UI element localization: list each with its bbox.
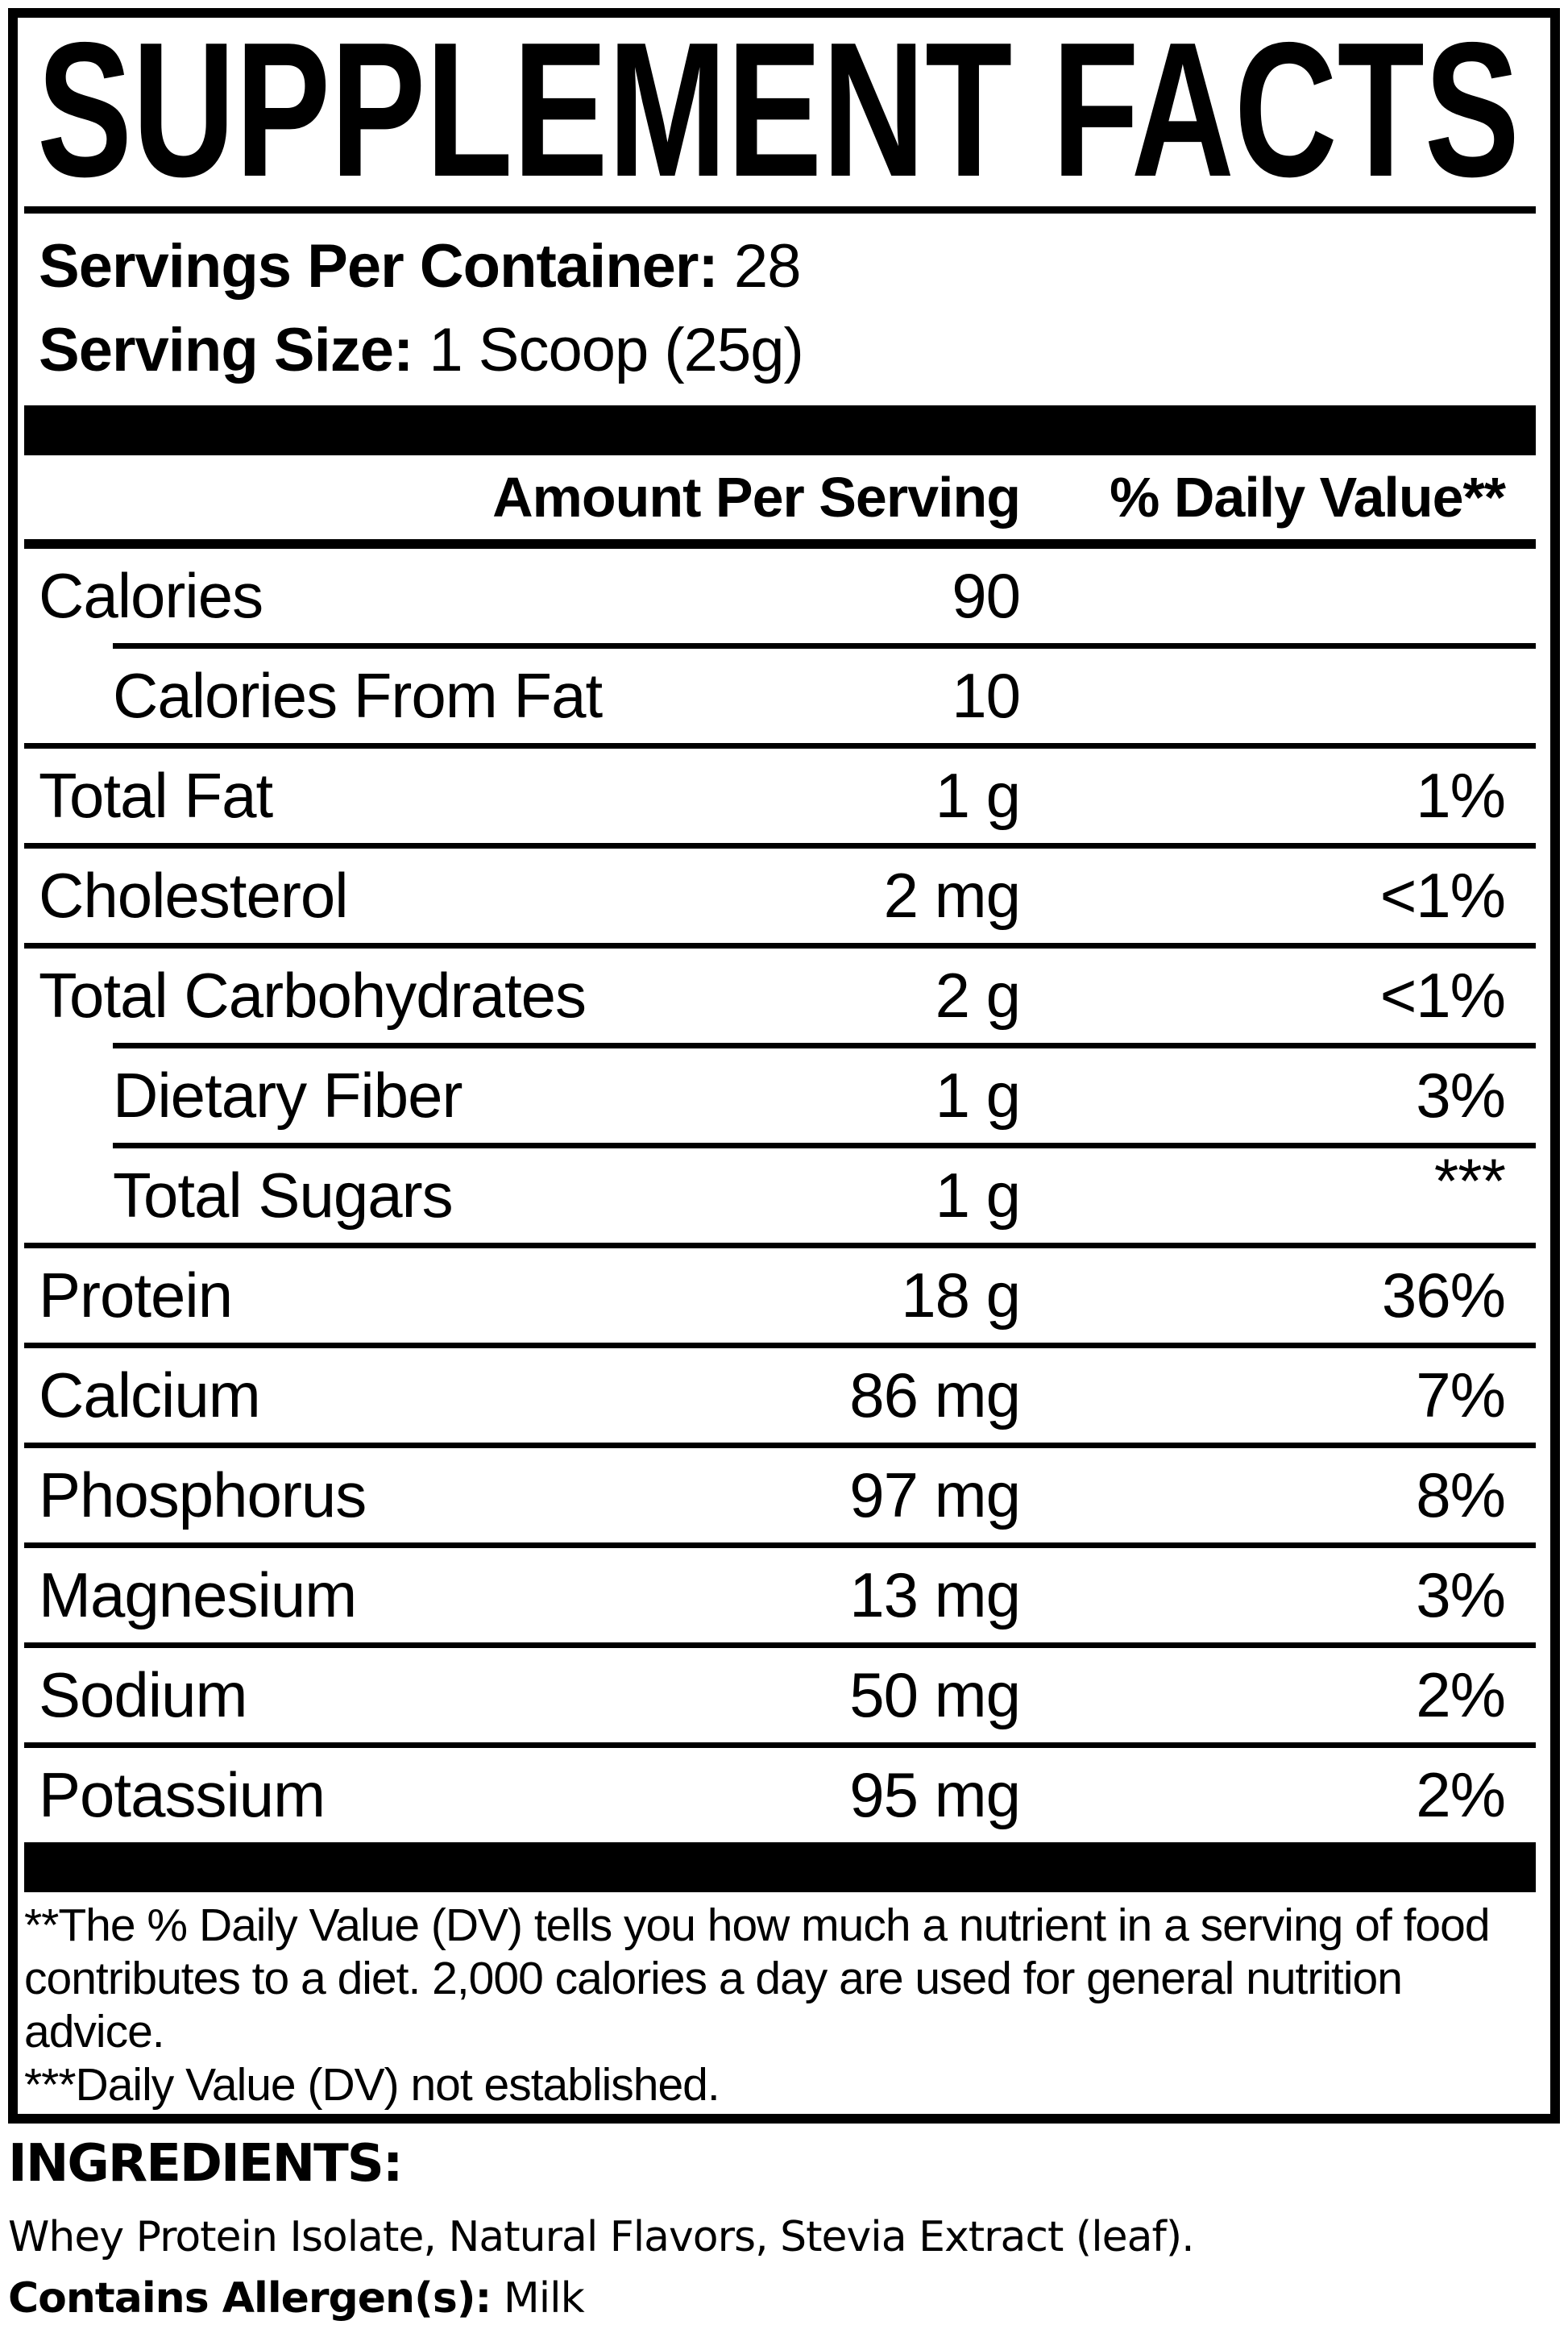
ingredients-section: INGREDIENTS: Whey Protein Isolate, Natur… — [8, 2136, 1523, 2323]
footnotes: **The % Daily Value (DV) tells you how m… — [18, 1892, 1550, 2111]
servings-value: 28 — [717, 232, 802, 301]
table-row-protein: Protein 18 g 36% — [24, 1248, 1536, 1343]
nutrient-dv: 2% — [1416, 1759, 1506, 1830]
nutrient-dv: 8% — [1416, 1459, 1506, 1530]
page-title: SUPPLEMENT FACTS — [37, 35, 1520, 190]
ingredients-list: Whey Protein Isolate, Natural Flavors, S… — [8, 2213, 1195, 2261]
row-divider — [24, 1343, 1536, 1348]
table-row-cholesterol: Cholesterol 2 mg <1% — [24, 849, 1536, 943]
table-row-phosphorus: Phosphorus 97 mg 8% — [24, 1448, 1536, 1542]
nutrient-name: Total Sugars — [113, 1160, 454, 1231]
servings-label: Servings Per Container: — [39, 232, 719, 301]
title-divider — [24, 206, 1536, 214]
table-row-sodium: Sodium 50 mg 2% — [24, 1648, 1536, 1742]
row-divider — [24, 843, 1536, 849]
nutrient-dv: 1% — [1416, 760, 1506, 831]
nutrient-name: Calories From Fat — [113, 660, 603, 731]
nutrient-amount: 10 — [952, 660, 1021, 731]
nutrient-amount: 50 mg — [849, 1659, 1021, 1730]
nutrient-amount: 97 mg — [849, 1459, 1021, 1530]
nutrient-amount: 13 mg — [849, 1559, 1021, 1630]
nutrient-name: Sodium — [39, 1659, 247, 1730]
nutrient-name: Calories — [39, 560, 263, 631]
row-divider — [24, 1642, 1536, 1648]
nutrient-amount: 86 mg — [849, 1360, 1021, 1430]
nutrient-dv: <1% — [1379, 960, 1506, 1031]
row-divider — [113, 643, 1536, 649]
table-row-total-fat: Total Fat 1 g 1% — [24, 749, 1536, 843]
facts-panel: SUPPLEMENT FACTS Servings Per Container:… — [8, 3, 1560, 2124]
daily-value-footnote: **The % Daily Value (DV) tells you how m… — [24, 1899, 1491, 2057]
row-divider — [24, 1542, 1536, 1548]
amount-header: Amount Per Serving — [492, 466, 1021, 529]
serving-size-label: Serving Size: — [39, 316, 413, 384]
daily-value-header: % Daily Value** — [1110, 466, 1506, 529]
row-divider — [24, 1443, 1536, 1448]
separator-bar-bottom — [24, 1842, 1536, 1892]
row-divider — [113, 1143, 1536, 1148]
not-established-footnote: ***Daily Value (DV) not established. — [24, 2059, 720, 2111]
nutrient-dv: 2% — [1416, 1659, 1506, 1730]
nutrient-dv: *** — [1433, 1145, 1506, 1216]
nutrient-name: Dietary Fiber — [113, 1060, 463, 1131]
row-divider — [24, 943, 1536, 949]
nutrient-amount: 2 mg — [883, 860, 1021, 931]
nutrient-dv: 3% — [1416, 1559, 1506, 1630]
title-graphic: SUPPLEMENT FACTS — [37, 3, 1520, 217]
nutrient-amount: 1 g — [935, 1160, 1021, 1231]
serving-info: Servings Per Container: 28 Serving Size:… — [39, 225, 1550, 392]
table-row-potassium: Potassium 95 mg 2% — [24, 1748, 1536, 1842]
header-divider — [24, 539, 1536, 549]
nutrient-table: Calories 90 Calories From Fat 10 Total F… — [24, 549, 1536, 1842]
table-row-calories: Calories 90 — [24, 549, 1536, 643]
serving-size-value: 1 Scoop (25g) — [413, 316, 803, 384]
row-divider — [24, 1243, 1536, 1248]
table-row-dietary-fiber: Dietary Fiber 1 g 3% — [24, 1048, 1536, 1143]
table-header: Amount Per Serving % Daily Value** — [24, 455, 1536, 539]
nutrient-dv: 36% — [1381, 1260, 1506, 1331]
separator-bar-top — [24, 405, 1536, 455]
allergen-value: Milk — [491, 2274, 585, 2323]
panel-title: SUPPLEMENT FACTS — [37, 3, 1534, 217]
nutrient-amount: 1 g — [935, 1060, 1021, 1131]
allergen-label: Contains Allergen(s): — [8, 2274, 492, 2323]
nutrient-dv: 7% — [1416, 1360, 1506, 1430]
nutrient-amount: 95 mg — [849, 1759, 1021, 1830]
nutrient-amount: 2 g — [935, 960, 1021, 1031]
table-row-calories-from-fat: Calories From Fat 10 — [24, 649, 1536, 743]
allergen-statement: Contains Allergen(s): Milk — [8, 2274, 1523, 2323]
nutrient-name: Protein — [39, 1260, 233, 1331]
nutrient-name: Potassium — [39, 1759, 326, 1830]
row-divider — [24, 743, 1536, 749]
table-row-total-carbohydrates: Total Carbohydrates 2 g <1% — [24, 949, 1536, 1043]
table-row-magnesium: Magnesium 13 mg 3% — [24, 1548, 1536, 1642]
nutrient-name: Total Fat — [39, 760, 273, 831]
row-divider — [24, 1742, 1536, 1748]
nutrient-amount: 18 g — [901, 1260, 1021, 1331]
nutrient-name: Calcium — [39, 1360, 261, 1430]
nutrient-name: Magnesium — [39, 1559, 357, 1630]
nutrient-name: Phosphorus — [39, 1459, 367, 1530]
nutrient-name: Cholesterol — [39, 860, 349, 931]
table-row-calcium: Calcium 86 mg 7% — [24, 1348, 1536, 1443]
table-row-total-sugars: Total Sugars 1 g *** — [24, 1148, 1536, 1243]
ingredients-heading: INGREDIENTS: — [8, 2134, 403, 2194]
nutrient-name: Total Carbohydrates — [39, 960, 587, 1031]
serving-size: Serving Size: 1 Scoop (25g) — [39, 309, 1550, 392]
row-divider — [113, 1043, 1536, 1048]
servings-per-container: Servings Per Container: 28 — [39, 225, 1550, 309]
nutrient-amount: 90 — [952, 560, 1021, 631]
nutrient-amount: 1 g — [935, 760, 1021, 831]
nutrient-dv: <1% — [1379, 860, 1506, 931]
nutrient-dv: 3% — [1416, 1060, 1506, 1131]
